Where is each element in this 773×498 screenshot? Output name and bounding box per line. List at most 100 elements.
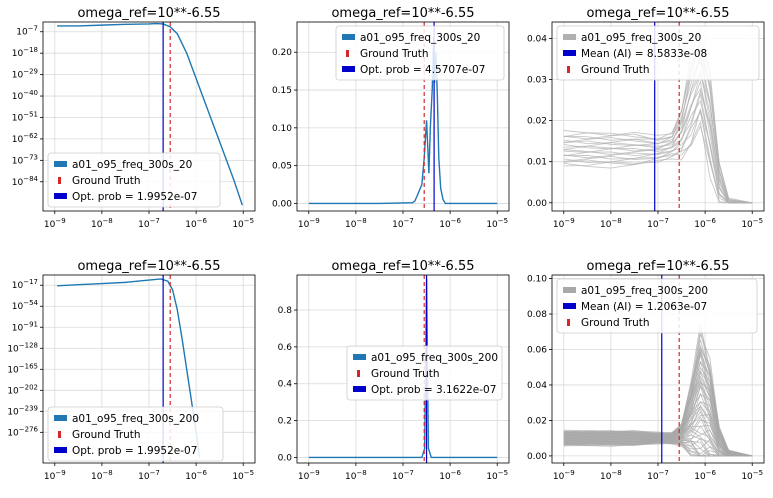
legend-swatch (346, 50, 349, 57)
legend-label: Ground Truth (360, 48, 429, 60)
x-tick-label: 10−6 (694, 469, 716, 482)
y-tick-label: 10−54 (12, 299, 39, 312)
y-tick-label: 10−17 (12, 278, 38, 291)
legend-swatch (54, 161, 67, 167)
legend-label: Mean (AI) = 1.2063e-07 (581, 301, 707, 313)
series-line (57, 22, 243, 206)
x-tick-label: 10−9 (553, 217, 575, 230)
series-line (563, 354, 753, 457)
x-tick-label: 10−7 (647, 469, 669, 482)
legend: a01_o95_freq_300s_200 Ground Truth Opt. pr… (346, 345, 503, 401)
legend-swatch (54, 193, 67, 199)
y-tick-label: 0.20 (272, 48, 292, 58)
series-line (563, 89, 753, 204)
x-tick-label: 10−9 (44, 469, 66, 482)
y-tick-label: 10−202 (7, 383, 38, 396)
series-line (563, 73, 753, 204)
x-tick-label: 10−9 (44, 217, 66, 230)
legend-label: Opt. prob = 1.9952e-07 (72, 191, 197, 203)
plot-area (57, 22, 243, 206)
legend-swatch (342, 34, 355, 40)
y-tick-label: 0.04 (527, 34, 547, 44)
series-line (563, 392, 753, 457)
legend-label: a01_o95_freq_300s_20 (581, 32, 701, 44)
axes-frame (42, 274, 256, 464)
y-tick-label: 0.2 (278, 417, 292, 427)
legend-label: Ground Truth (72, 175, 141, 187)
x-tick-label: 10−7 (647, 217, 669, 230)
legend-label: a01_o95_freq_300s_200 (581, 285, 708, 297)
y-tick-label: 0.02 (527, 117, 547, 127)
series-line (563, 79, 753, 204)
chart-panel-2: 10−9 10−8 10−7 10−6 10−5 0.00 0.05 0.10 0.15 0.20… (272, 6, 510, 230)
legend-label: Opt. prob = 3.1622e-07 (371, 384, 496, 396)
y-tick-label: 0.0 (278, 453, 293, 463)
chart-title: omega_ref=10**-6.55 (586, 259, 729, 274)
legend-swatch (563, 287, 576, 293)
legend-label: Ground Truth (581, 317, 650, 329)
x-tick-label: 10−7 (138, 217, 160, 230)
legend-swatch (58, 431, 61, 438)
y-tick-label: 0.01 (527, 158, 547, 168)
y-tick-label: 0.10 (527, 275, 547, 285)
plot-area (563, 323, 753, 457)
legend-swatch (357, 370, 360, 377)
chart-panel-1: 10−9 10−8 10−7 10−6 10−5 10−7 10−18 10−29 10−40 1… (12, 6, 256, 230)
y-tick-label: 10−51 (12, 110, 38, 123)
x-tick-label: 10−6 (185, 217, 207, 230)
chart-panel-5: 10−9 10−8 10−7 10−6 10−5 0.0 0.2 0.4 0.6 0.8 omega… (278, 259, 510, 482)
chart-title: omega_ref=10**-6.55 (331, 259, 474, 274)
legend-box (335, 25, 505, 81)
series-line (308, 37, 498, 205)
y-tick-label: 0.6 (278, 343, 293, 353)
legend: a01_o95_freq_300s_200 Mean (AI) = 1.2063e… (556, 278, 758, 334)
y-tick-label: 0.00 (272, 199, 292, 209)
legend-label: Ground Truth (371, 368, 440, 380)
series-line (563, 28, 753, 204)
y-tick-label: 0.05 (272, 162, 292, 172)
axes-frame (42, 21, 256, 212)
chart-panel-4: 10−9 10−8 10−7 10−6 10−5 10−17 10−54 10−91 10−12… (7, 259, 256, 482)
y-tick-label: 0.00 (527, 452, 547, 462)
x-tick-label: 10−8 (600, 217, 622, 230)
x-tick-label: 10−5 (741, 217, 763, 230)
y-tick-label: 0.8 (278, 306, 293, 316)
legend-box (47, 406, 224, 462)
legend-box (556, 25, 760, 81)
x-tick-label: 10−8 (345, 469, 367, 482)
series-line (563, 416, 753, 457)
x-tick-label: 10−7 (138, 469, 160, 482)
legend: a01_o95_freq_300s_20 Ground Truth Opt. pro… (335, 25, 505, 81)
axes-frame (551, 21, 765, 212)
y-tick-label: 10−62 (12, 132, 38, 145)
y-tick-label: 0.00 (527, 199, 547, 209)
y-tick-label: 0.06 (527, 345, 547, 355)
y-tick-label: 10−7 (16, 25, 38, 38)
legend-box (346, 345, 503, 401)
legend-label: Ground Truth (581, 64, 650, 76)
legend-label: Opt. prob = 1.9952e-07 (72, 445, 197, 457)
legend: a01_o95_freq_300s_200 Ground Truth Opt. pr… (47, 406, 224, 462)
chart-title: omega_ref=10**-6.55 (77, 6, 220, 21)
y-tick-label: 10−29 (12, 68, 38, 81)
legend-swatch (54, 415, 67, 421)
legend-swatch (563, 50, 576, 56)
y-tick-label: 0.15 (272, 86, 292, 96)
plot-area (563, 28, 753, 204)
legend: a01_o95_freq_300s_20 Ground Truth Opt. pro… (47, 152, 221, 208)
x-tick-label: 10−7 (392, 469, 414, 482)
legend-label: a01_o95_freq_300s_20 (72, 159, 192, 171)
legend-swatch (58, 177, 61, 184)
x-tick-label: 10−7 (392, 217, 414, 230)
chart-title: omega_ref=10**-6.55 (586, 6, 729, 21)
series-line (563, 323, 753, 457)
series-line (563, 109, 753, 204)
legend-box (556, 278, 758, 334)
legend-label: a01_o95_freq_300s_20 (360, 32, 480, 44)
axes-frame (551, 274, 765, 464)
series-line (563, 94, 753, 204)
axes-frame (296, 21, 510, 212)
legend-label: Ground Truth (72, 429, 141, 441)
y-tick-label: 10−91 (12, 320, 38, 333)
x-tick-label: 10−5 (741, 469, 763, 482)
